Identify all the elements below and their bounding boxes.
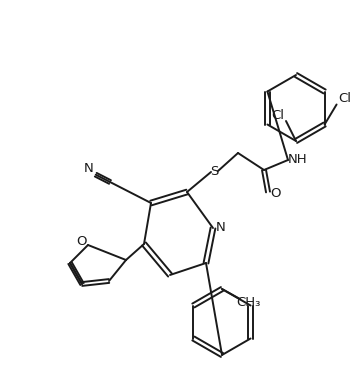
Text: NH: NH bbox=[288, 152, 308, 165]
Text: N: N bbox=[216, 221, 226, 234]
Text: O: O bbox=[76, 234, 86, 247]
Text: Cl: Cl bbox=[338, 92, 351, 105]
Text: O: O bbox=[271, 187, 281, 200]
Text: Cl: Cl bbox=[271, 108, 284, 121]
Text: N: N bbox=[84, 162, 93, 175]
Text: S: S bbox=[210, 165, 218, 177]
Text: CH₃: CH₃ bbox=[236, 296, 260, 308]
